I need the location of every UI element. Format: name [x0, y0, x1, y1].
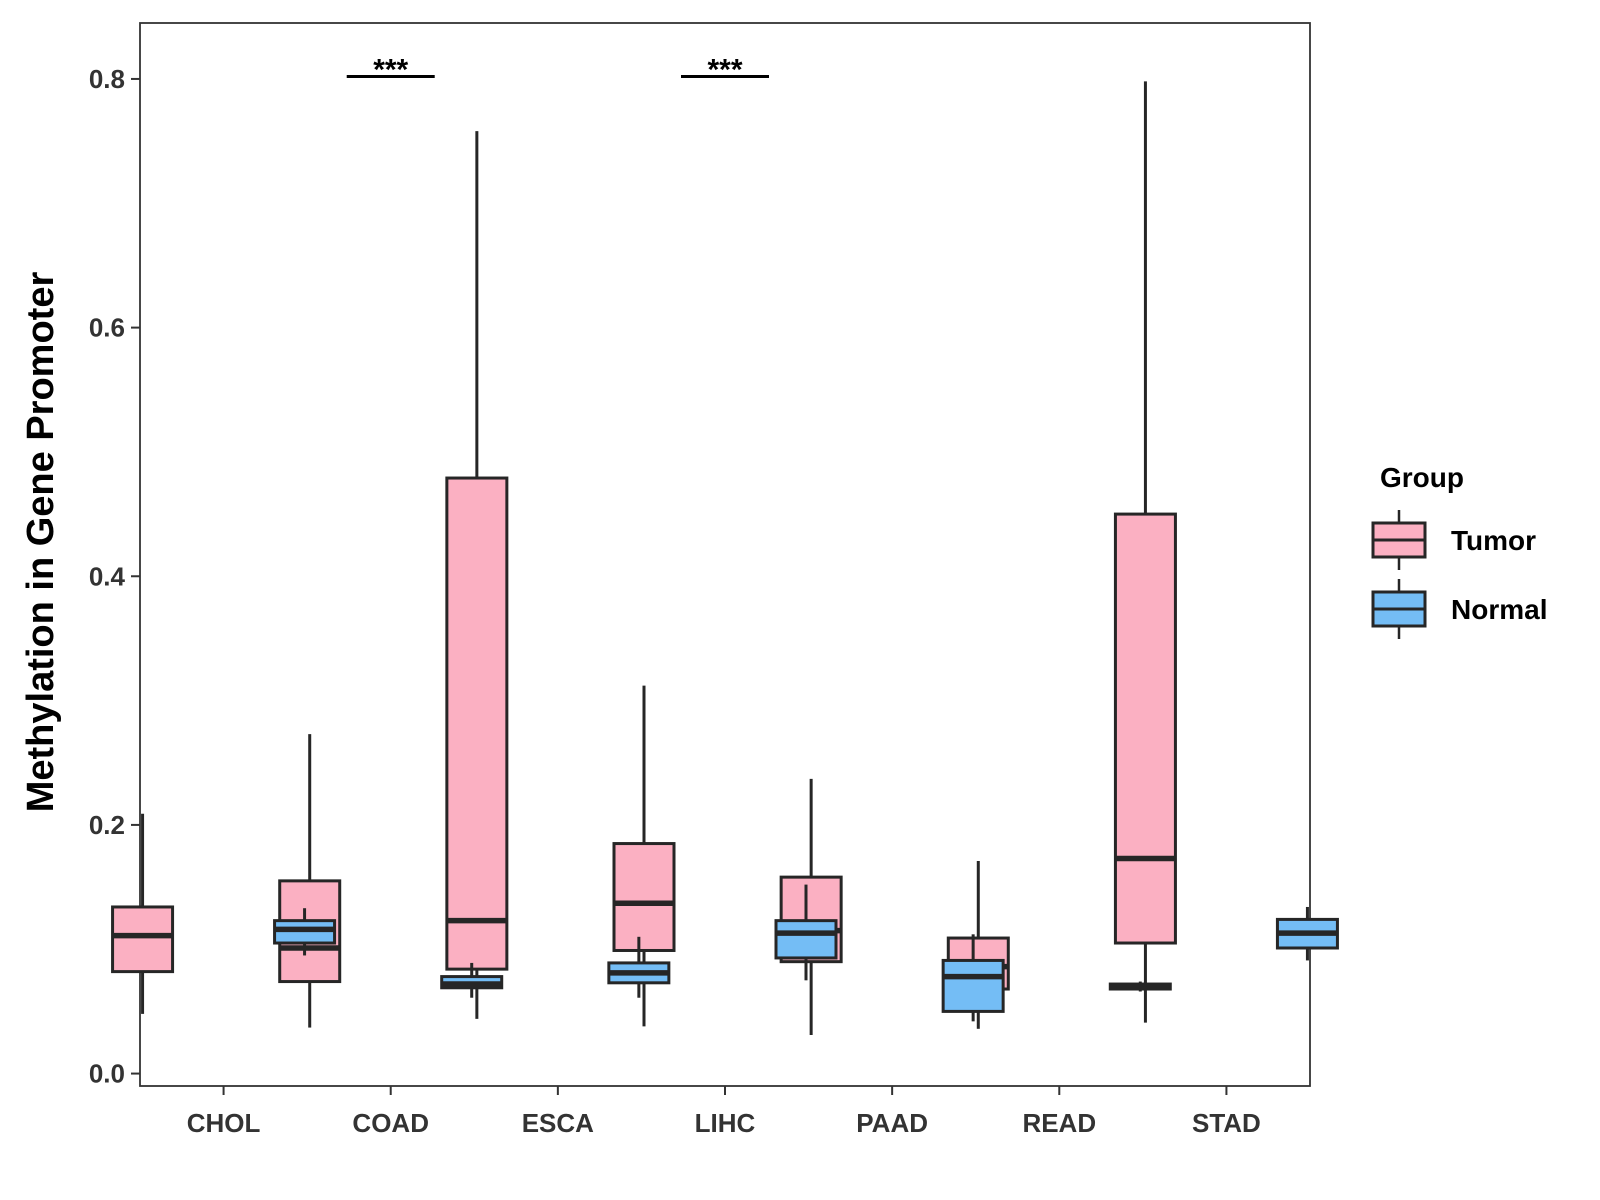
box-normal-esca [607, 936, 671, 998]
significance-label: *** [707, 53, 742, 86]
legend-item-normal: Normal [1371, 579, 1547, 639]
y-tick-label: 0.0 [89, 1059, 125, 1089]
box-tumor-chol [111, 813, 175, 1014]
box-normal-lihc [774, 884, 838, 981]
significance-label: *** [373, 53, 408, 86]
box-normal-chol [273, 908, 337, 956]
annotations-layer: *** *** [346, 53, 769, 86]
box-body [941, 958, 1005, 1013]
box-body [774, 919, 838, 960]
box-tumor-stad [1113, 81, 1177, 1023]
x-axis: CHOL COAD ESCA LIHC PAAD READ STAD [187, 1086, 1261, 1138]
x-tick-label: STAD [1192, 1108, 1261, 1138]
x-tick-label: READ [1022, 1108, 1096, 1138]
y-tick-label: 0.6 [89, 313, 125, 343]
box-tumor-lihc [612, 685, 676, 1027]
box-normal-coad [440, 962, 504, 998]
legend-title: Group [1380, 462, 1464, 493]
x-tick-label: COAD [352, 1108, 429, 1138]
box-body [1113, 512, 1177, 945]
y-tick-label: 0.4 [89, 561, 126, 591]
box-tumor-esca [445, 131, 509, 1019]
box-normal-paad [941, 934, 1005, 1022]
box-normal-read [1108, 981, 1172, 992]
y-tick-label: 0.8 [89, 64, 125, 94]
box-body [445, 476, 509, 971]
x-tick-label: CHOL [187, 1108, 261, 1138]
legend-label: Normal [1451, 594, 1547, 625]
box-normal-stad [1275, 906, 1339, 961]
legend-item-tumor: Tumor [1371, 510, 1536, 570]
y-tick-label: 0.2 [89, 810, 125, 840]
box-body [111, 905, 175, 974]
x-tick-label: PAAD [856, 1108, 928, 1138]
legend-label: Tumor [1451, 525, 1536, 556]
box-body [612, 842, 676, 952]
boxes-layer [111, 81, 1339, 1036]
y-axis-title: Methylation in Gene Promoter [20, 272, 62, 813]
x-tick-label: LIHC [695, 1108, 756, 1138]
x-tick-label: ESCA [522, 1108, 594, 1138]
legend: Group Tumor Normal [1371, 462, 1547, 639]
y-axis: 0.0 0.2 0.4 0.6 0.8 [89, 64, 140, 1089]
